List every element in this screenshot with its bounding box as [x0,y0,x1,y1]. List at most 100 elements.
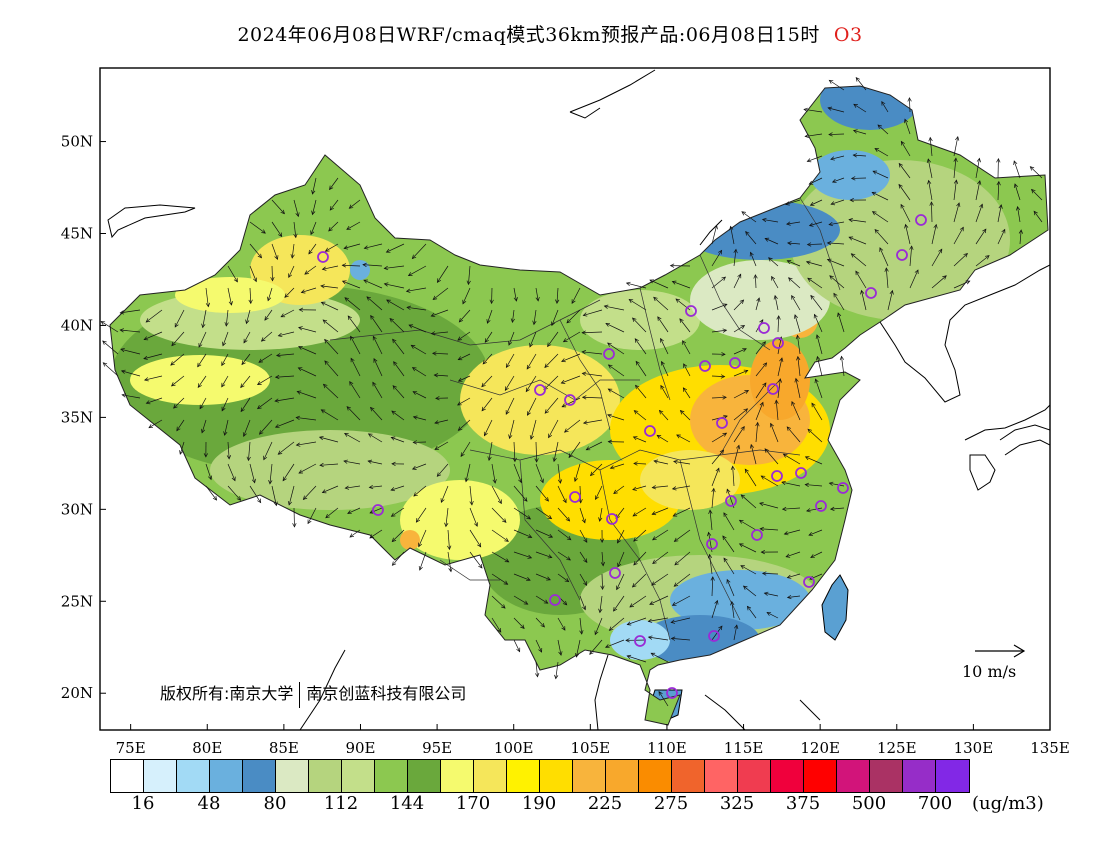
wind-arrow [765,238,779,245]
wind-arrowhead [660,384,665,390]
wind-arrow [342,280,361,289]
wind-arrow [205,287,209,307]
wind-arrowhead [477,542,482,548]
wind-arrow [755,382,767,399]
wind-arrowhead [276,353,281,358]
wind-arrowhead [632,436,638,441]
wind-arrow [805,484,823,487]
wind-arrow [553,441,559,462]
wind-arrow [120,309,141,314]
wind-arrowhead [760,549,766,555]
wind-arrow [322,265,339,270]
colorbar-swatch [243,760,276,792]
wind-arrowhead [329,206,334,211]
wind-arrow [412,391,427,399]
wind-arrowhead [660,360,665,366]
wind-arrow [143,331,163,340]
lon-tick-label: 75E [116,739,146,757]
wind-arrowhead [432,351,437,356]
wind-arrowhead [634,338,639,343]
wind-arrow [975,180,981,201]
wind-arrow [975,158,980,179]
wind-arrow [322,485,339,493]
wind-arrow [491,617,502,633]
wind-arrowhead [740,565,745,570]
wind-arrow [711,449,724,465]
wind-arrowhead [761,341,766,346]
wind-arrow [673,507,691,517]
wind-arrowhead [277,450,283,455]
wind-arrow [343,460,361,465]
wind-arrow [431,331,449,335]
wind-arrowhead [616,585,621,591]
wind-arrowhead [497,628,502,633]
wind-arrowhead [719,449,725,455]
wind-reference-arrow [975,644,1026,658]
wind-arrow [284,287,295,298]
wind-arrowhead [635,360,640,366]
wind-arrow [807,243,823,245]
wind-arrow [325,243,339,252]
wind-arrowhead [786,260,792,264]
wind-arrowhead [730,600,735,606]
wind-arrow [744,468,757,487]
wind-arrowhead [390,487,396,492]
wind-arrowhead [264,316,269,321]
wind-arrowhead [900,140,905,146]
wind-arrow [345,485,361,489]
wind-arrowhead [102,362,108,367]
station-marker [837,482,849,494]
wind-arrowhead [807,277,812,282]
wind-arrow [176,419,185,431]
wind-arrow [768,257,779,267]
wind-arrowhead [855,76,860,82]
wind-arrowhead [761,217,767,223]
wind-arrowhead [827,106,833,111]
wind-arrow [608,388,625,399]
wind-arrow [102,340,119,355]
wind-arrowhead [298,469,304,474]
colorbar-units: (ug/m3) [972,793,1044,814]
wind-arrow [481,375,493,387]
wind-arrowhead [749,443,755,449]
colorbar-label: 144 [389,793,425,814]
wind-arrow [561,397,581,408]
wind-arrow [783,453,801,465]
wind-arrowhead [205,302,211,308]
wind-arrow [202,309,207,328]
wind-arrow [408,265,427,276]
china-outline [109,85,1049,726]
wind-arrow [672,281,691,289]
wind-arrow [953,180,957,201]
wind-arrowhead [726,578,731,584]
wind-arrowhead [547,554,553,559]
wind-arrowhead [176,426,181,432]
wind-arrow [535,287,539,301]
wind-arrow [460,441,471,457]
wind-arrowhead [571,299,576,304]
wind-arrowhead [651,581,656,586]
wind-arrow [225,309,229,326]
colorbar-label: 112 [323,793,359,814]
wind-arrow [368,460,383,465]
wind-arrow [764,592,779,597]
colorbar-swatch [606,760,639,792]
lat-tick-label: 25N [61,592,93,610]
wind-arrowhead [267,296,272,302]
wind-arrow [604,305,625,311]
wind-arrow [616,573,625,590]
wind-arrow [221,397,229,411]
wind-arrow [102,362,119,377]
wind-arrow [795,378,801,399]
wind-arrow [711,276,726,289]
wind-arrowhead [347,315,352,321]
wind-arrowhead [809,201,815,206]
wind-arrow [491,485,502,504]
wind-arrowhead [651,485,657,490]
wind-arrow [304,265,317,275]
wind-arrowhead [589,650,594,655]
wind-arrowhead [347,510,352,515]
wind-arrowhead [976,157,981,163]
wind-arrowhead [544,409,549,414]
wind-arrowhead [730,465,736,471]
